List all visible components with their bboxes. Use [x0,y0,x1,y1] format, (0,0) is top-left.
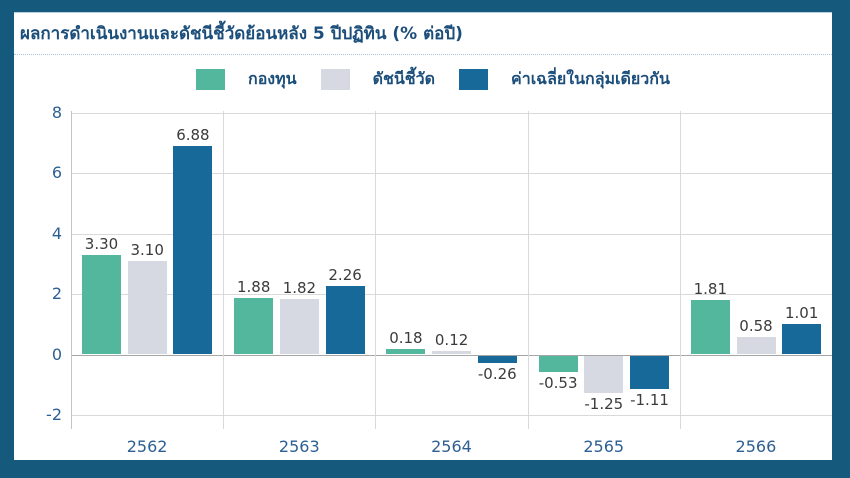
bar-series0-2566 [690,299,730,355]
gridline-y2 [71,294,832,295]
y-tick-label-0: 0 [51,344,62,364]
value-label-series1-2563: 1.82 [282,279,317,298]
x-axis-label-2565: 2565 [583,437,625,456]
zero-line [71,354,832,356]
legend-swatch-2 [459,69,489,90]
group-separator-1 [223,111,225,429]
bar-series1-2563 [279,299,319,355]
bar-chart: 8 6 4 2 0 -2 3.30 3.10 6.88 2562 1.88 1.82 2.26 2563 0… [14,13,832,460]
y-tick-label-4: 4 [51,223,62,243]
bar-series2-2564 [477,355,517,364]
bar-series1-2562 [127,260,167,355]
value-label-series1-2566: 0.58 [739,316,773,335]
legend-label-1: ดัชนีชี้วัด [372,69,436,88]
legend-swatch-0 [196,69,225,90]
value-label-series0-2564: 0.18 [389,329,423,348]
y-tick-label--2: -2 [46,405,62,424]
performance-card: ผลการดำเนินงานและดัชนีชี้วัดย้อนหลัง 5 ป… [14,12,832,460]
legend-label-0: กองทุน [248,69,297,88]
gridline-y6 [71,173,832,174]
bar-series2-2566 [782,323,822,355]
bar-series2-2565 [630,355,669,390]
bar-series0-2563 [234,297,274,355]
bar-series1-2565 [584,355,624,394]
chart-legend: กองทุน ดัชนีชี้วัด ค่าเฉลี่ยในกลุ่มเดียวกั… [196,67,694,92]
legend-item-0: กองทุน [196,67,297,92]
bar-series0-2565 [538,355,578,372]
value-label-series0-2565: -0.53 [538,373,578,392]
group-separator-3 [527,111,529,429]
value-label-series2-2562: 6.88 [176,126,210,145]
legend-item-2: ค่าเฉลี่ยในกลุ่มเดียวกัน [459,67,670,92]
bar-series1-2564 [432,350,472,355]
value-label-series0-2563: 1.88 [236,277,271,296]
x-axis-label-2562: 2562 [126,437,168,456]
y-axis-line [71,111,72,429]
x-axis-label-2564: 2564 [431,437,472,456]
group-separator-2 [375,111,377,429]
gridline-y4 [71,233,832,235]
group-separator-4 [679,111,681,429]
x-axis-label-2566: 2566 [735,437,777,456]
y-tick-label-8: 8 [51,102,62,122]
value-label-series1-2562: 3.10 [130,240,164,259]
bar-series1-2566 [736,336,776,355]
x-axis-label-2563: 2563 [278,437,320,456]
value-label-series0-2566: 1.81 [693,279,727,298]
bar-series0-2564 [386,349,426,355]
legend-item-1: ดัชนีชี้วัด [320,67,436,92]
y-tick-label-6: 6 [51,163,62,182]
gridline-y-2 [71,415,832,416]
bar-series2-2562 [173,146,213,355]
value-label-series0-2562: 3.30 [84,234,119,253]
legend-label-2: ค่าเฉลี่ยในกลุ่มเดียวกัน [511,69,670,88]
chart-title: ผลการดำเนินงานและดัชนีชี้วัดย้อนหลัง 5 ป… [14,13,832,55]
y-tick-label-2: 2 [51,284,62,303]
bar-series0-2562 [82,254,121,355]
value-label-series2-2566: 1.01 [784,303,819,322]
value-label-series1-2564: 0.12 [434,330,469,349]
gridline-y8 [71,112,832,114]
legend-swatch-1 [320,69,350,90]
value-label-series2-2563: 2.26 [328,266,362,285]
value-label-series2-2565: -1.11 [630,391,669,410]
value-label-series1-2565: -1.25 [584,395,624,414]
bar-series2-2563 [325,286,365,355]
value-label-series2-2564: -0.26 [477,365,517,384]
